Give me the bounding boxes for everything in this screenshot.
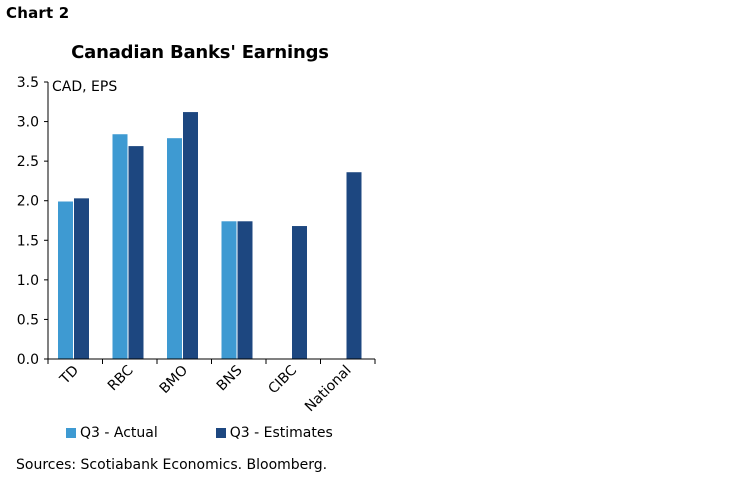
y-tick-label: 1.5 [17,233,39,249]
x-tick-label-cibc: CIBC [265,362,300,397]
legend: Q3 - Actual Q3 - Estimates [66,425,391,441]
chart-number: Chart 2 [6,4,70,22]
bar-rbc-estimates [128,146,144,359]
y-tick-label: 3.0 [17,115,39,131]
source-note: Sources: Scotiabank Economics. Bloomberg… [16,457,328,473]
x-tick-label-national: National [302,363,355,416]
bar-bns-estimates [237,221,253,359]
x-tick-label-bmo: BMO [157,363,191,397]
bars [58,112,362,360]
bar-td-actual [58,201,73,359]
x-tick-label-td: TD [56,363,82,389]
legend-item-estimates: Q3 - Estimates [215,425,333,441]
legend-swatch-estimates [215,428,226,438]
bar-cibc-estimates [292,226,307,359]
x-tick-label-rbc: RBC [105,362,137,394]
y-tick-label: 3.5 [17,75,39,91]
legend-label-actual: Q3 - Actual [80,425,158,441]
bar-bmo-estimates [183,112,198,360]
y-tick-label: 0.5 [17,312,39,328]
bar-rbc-actual [112,134,128,359]
chart-title: Canadian Banks' Earnings [71,42,329,63]
y-tick-label: 1.0 [17,273,39,289]
bar-national-estimates [346,172,362,359]
bar-bmo-actual [167,138,182,359]
y-axis: 0.0 0.5 1.0 1.5 2.0 2.5 3.0 3.5 [17,75,49,368]
unit-label: CAD, EPS [52,79,118,95]
bar-bns-actual [221,221,237,359]
y-tick-label: 2.0 [17,194,39,210]
y-tick-label: 2.5 [17,154,39,170]
legend-swatch-actual [66,428,76,438]
bar-td-estimates [74,198,89,359]
legend-item-actual: Q3 - Actual [66,425,158,441]
legend-label-estimates: Q3 - Estimates [229,425,333,441]
x-tick-label-bns: BNS [214,362,246,394]
y-tick-label: 0.0 [17,352,39,368]
x-axis: TD RBC BMO BNS CIBC National [47,358,376,416]
